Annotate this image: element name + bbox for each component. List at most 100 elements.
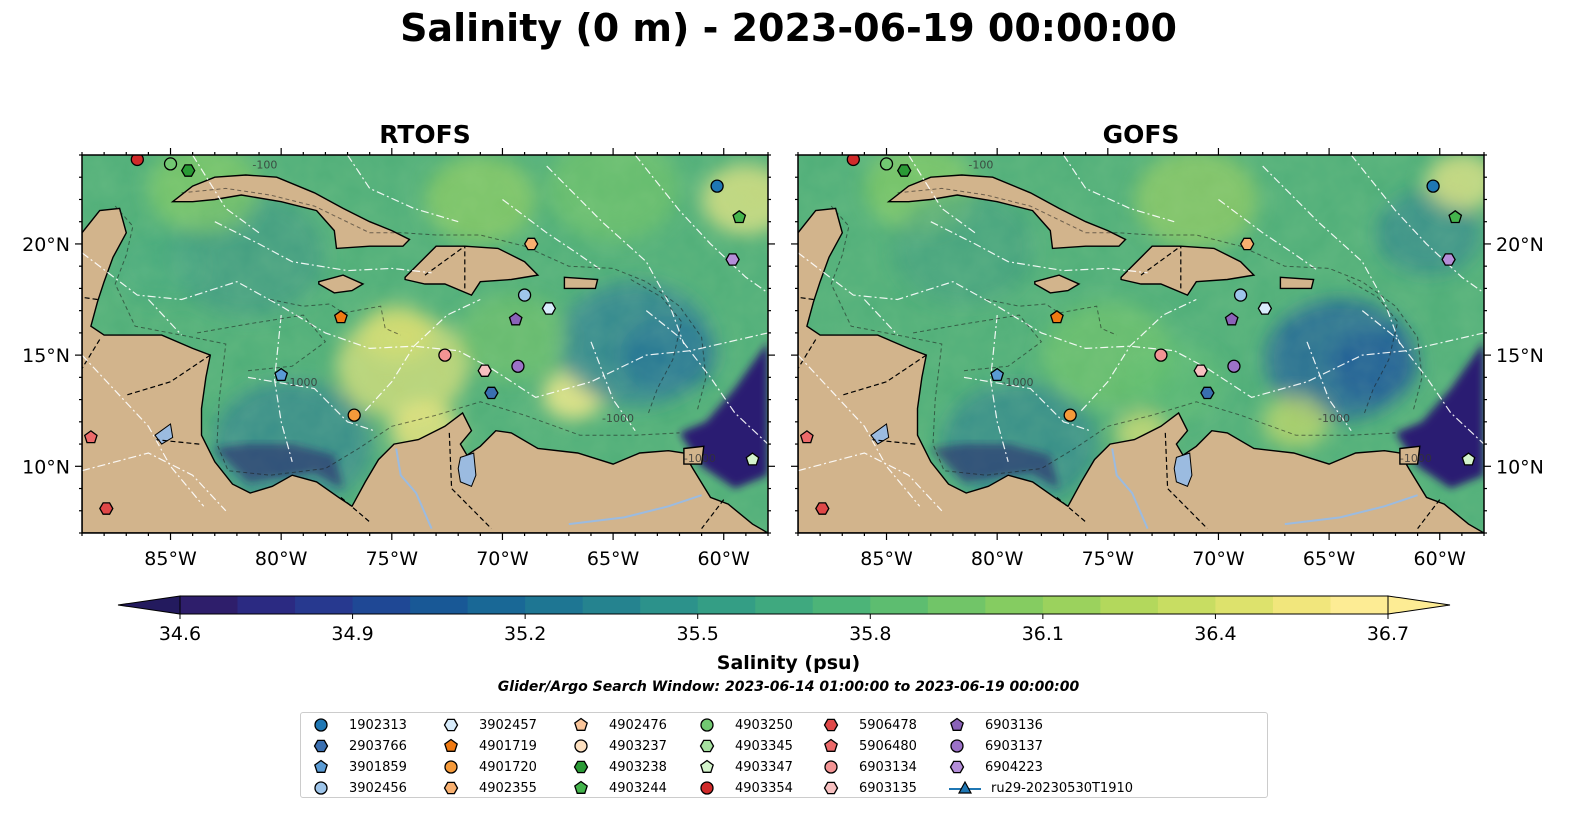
legend-entry-label: 4901719 xyxy=(479,738,537,754)
colorbar-segment xyxy=(467,596,526,614)
legend-entry-3901859: 3901859 xyxy=(313,757,407,777)
float-marker-4903238 xyxy=(180,164,196,177)
float-legend: 1902313 2903766 3901859 3902456 3902457 49017… xyxy=(300,712,1268,798)
lat-tick-label: 20°N xyxy=(1496,234,1544,256)
country-border xyxy=(1164,432,1208,530)
lake-polygon xyxy=(154,423,174,445)
eez-boundary xyxy=(364,298,481,412)
legend-entry-4903244: 4903244 xyxy=(573,778,667,798)
float-marker-4903250 xyxy=(163,157,178,171)
legend-marker-icon xyxy=(574,739,588,753)
legend-marker-icon xyxy=(950,739,964,753)
legend-entry-1902313: 1902313 xyxy=(313,715,407,735)
lat-tick-label: 10°N xyxy=(1496,456,1544,478)
lon-tick-label: 80°W xyxy=(971,548,1024,570)
legend-entry-4902355: 4902355 xyxy=(443,778,537,798)
eez-boundary xyxy=(82,252,768,399)
eez-boundary xyxy=(645,310,768,445)
eez-boundary xyxy=(634,155,768,294)
legend-entry-label: 4903237 xyxy=(609,738,667,754)
legend-marker-icon xyxy=(949,780,981,794)
land-polygon xyxy=(683,445,705,465)
legend-entry-4901719: 4901719 xyxy=(443,736,537,756)
eez-boundary xyxy=(1218,199,1319,272)
float-marker-5906480 xyxy=(799,430,814,444)
float-marker-4903347 xyxy=(1461,452,1476,466)
contour-label: -100 xyxy=(968,158,993,171)
land-polygon xyxy=(886,174,1127,250)
bathymetry-contour xyxy=(630,279,683,414)
legend-marker-icon xyxy=(574,780,588,794)
land-polygon xyxy=(1034,274,1081,294)
legend-marker-4903347 xyxy=(700,759,714,773)
coastal-low-salinity xyxy=(930,444,1060,489)
float-marker-4903354 xyxy=(130,155,144,167)
country-border xyxy=(798,339,817,369)
colorbar-segment xyxy=(582,596,641,614)
colorbar-segment xyxy=(1100,596,1159,614)
float-marker-5906480 xyxy=(83,430,98,444)
river-line xyxy=(1284,494,1418,526)
float-marker-4903347 xyxy=(745,452,760,466)
country-border xyxy=(1140,245,1182,276)
legend-entry-label: 4902355 xyxy=(479,780,537,796)
lake-polygon xyxy=(1173,452,1193,487)
legend-entry-5906480: 5906480 xyxy=(823,736,917,756)
colorbar-tick-label: 35.2 xyxy=(504,623,546,645)
float-marker-3902456 xyxy=(517,288,532,302)
legend-entry-4902476: 4902476 xyxy=(573,715,667,735)
colorbar-segment xyxy=(812,596,871,614)
legend-marker-3902456 xyxy=(314,781,328,795)
legend-entry-label: 6903135 xyxy=(859,780,917,796)
bathymetry-contour xyxy=(181,187,707,411)
float-marker-3901859 xyxy=(274,367,289,382)
land-polygon xyxy=(82,207,768,533)
eez-boundary xyxy=(347,155,459,223)
legend-entry-2903766: 2903766 xyxy=(313,736,407,756)
float-marker-3902457 xyxy=(1257,302,1273,315)
lon-tick-label: 60°W xyxy=(1414,548,1467,570)
legend-entry-5906478: 5906478 xyxy=(823,715,917,735)
legend-marker-3901859 xyxy=(314,759,328,773)
colorbar-tick-label: 36.7 xyxy=(1367,623,1409,645)
colorbar-extend-low xyxy=(117,595,181,615)
float-marker-4902355 xyxy=(523,237,539,251)
bathymetry-contour xyxy=(897,187,1423,411)
lon-tick-label: 80°W xyxy=(255,548,308,570)
legend-entry-4903347: 4903347 xyxy=(699,757,793,777)
colorbar-tick-label: 34.9 xyxy=(331,623,373,645)
eez-boundary xyxy=(989,315,1009,462)
colorbar-segment xyxy=(1157,596,1216,614)
eez-boundary xyxy=(273,315,293,462)
legend-entry-4903345: 4903345 xyxy=(699,736,793,756)
legend-marker-6904223 xyxy=(949,760,965,774)
colorbar-segment xyxy=(1272,596,1331,614)
float-marker-6904223 xyxy=(725,253,740,266)
legend-entry-4903237: 4903237 xyxy=(573,736,667,756)
legend-entry-label: 4903347 xyxy=(735,759,793,775)
eez-boundary xyxy=(908,155,976,234)
legend-entry-4901720: 4901720 xyxy=(443,757,537,777)
legend-entry-label: 5906480 xyxy=(859,738,917,754)
contour-label: -1000 xyxy=(602,412,634,425)
lat-tick-label: 15°N xyxy=(22,345,70,367)
colorbar-tick-label: 36.4 xyxy=(1194,623,1236,645)
float-marker-4901719 xyxy=(1049,309,1064,324)
country-border xyxy=(701,499,725,529)
colorbar-segment xyxy=(985,596,1044,614)
bathymetry-contour xyxy=(1346,279,1399,414)
legend-marker-icon xyxy=(444,738,458,752)
figure-title: Salinity (0 m) - 2023-06-19 00:00:00 xyxy=(400,6,1177,50)
float-marker-4903354 xyxy=(846,155,860,167)
colorbar-segment xyxy=(410,596,469,614)
legend-marker-icon xyxy=(949,760,965,774)
legend-entry-label: 3902457 xyxy=(479,717,537,733)
lon-tick-label: 65°W xyxy=(1303,548,1356,570)
legend-marker-6903136 xyxy=(950,717,964,731)
legend-marker-4901720 xyxy=(444,760,458,774)
river-line xyxy=(395,448,433,529)
country-border xyxy=(82,296,98,301)
lon-tick-label: 70°W xyxy=(476,548,529,570)
legend-entry-label: 1902313 xyxy=(349,717,407,733)
float-marker-6903135 xyxy=(1193,364,1208,377)
